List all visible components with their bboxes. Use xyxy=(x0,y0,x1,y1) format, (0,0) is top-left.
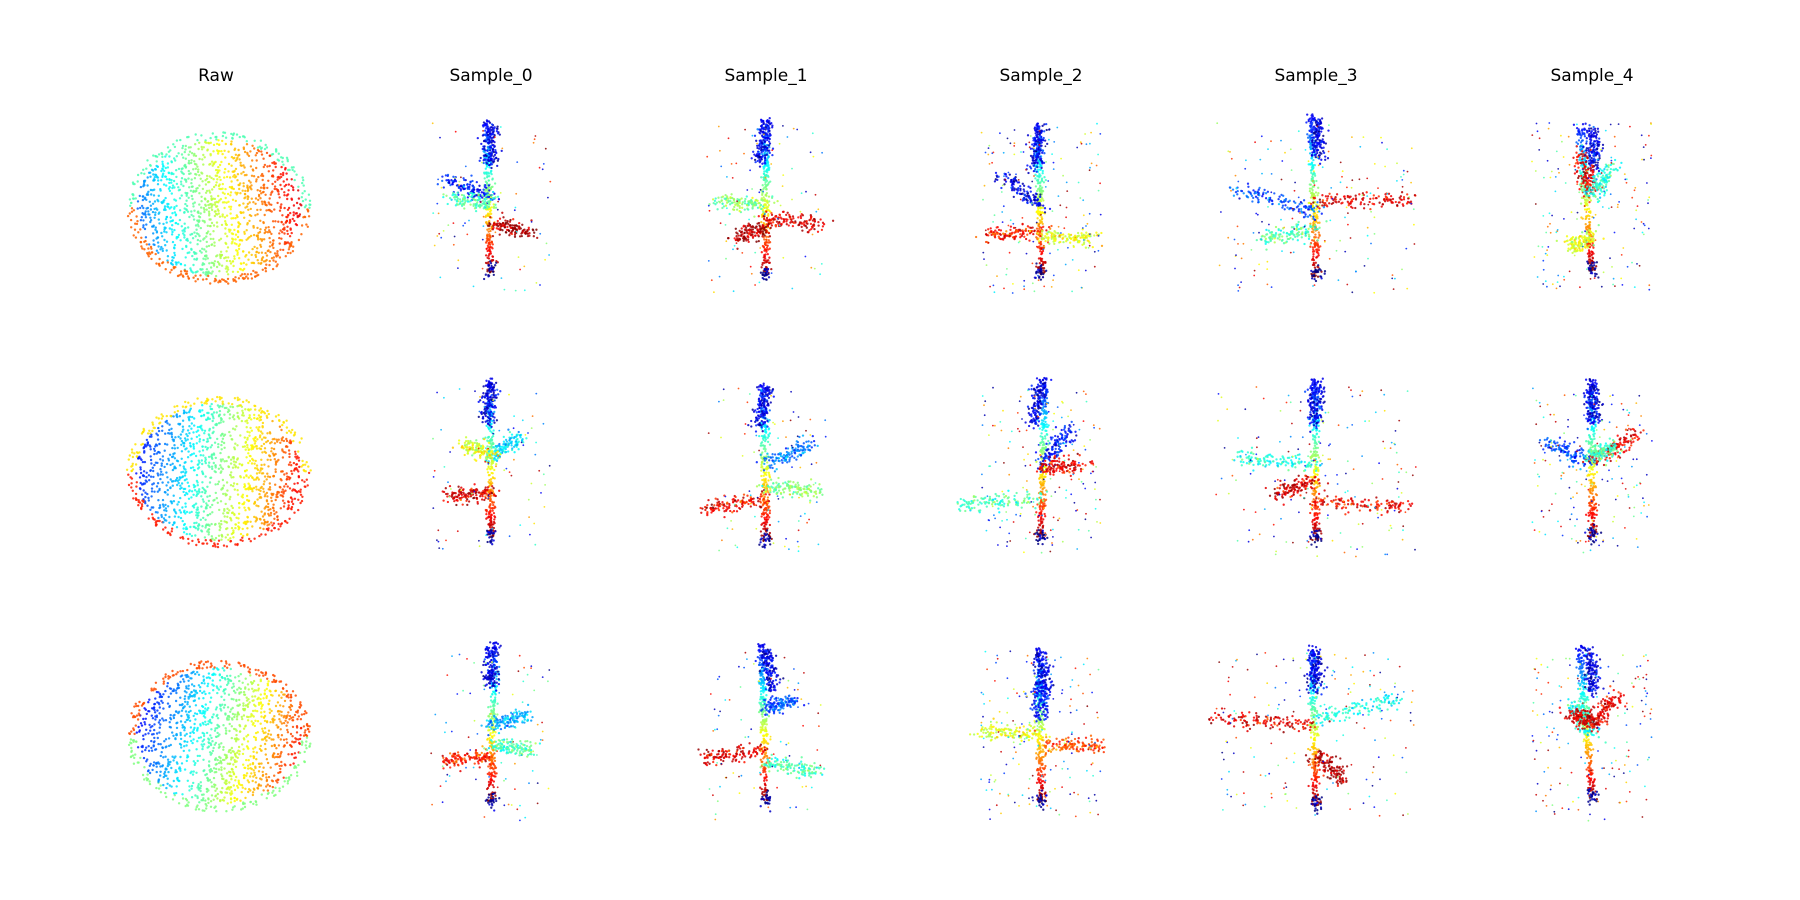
sample-4-cloud-row-2 xyxy=(1531,644,1653,822)
sample-1-cloud-row-0 xyxy=(706,117,835,294)
sample-3-cloud-row-1 xyxy=(1215,377,1417,558)
sample-0-cloud-row-1 xyxy=(432,377,551,550)
column-title-sample-2: Sample_2 xyxy=(999,66,1083,86)
raw-sphere-row-0 xyxy=(126,131,312,285)
sample-0-cloud-row-0 xyxy=(431,119,552,292)
column-title-sample-4: Sample_4 xyxy=(1550,66,1634,86)
raw-sphere-row-1 xyxy=(125,395,312,549)
sample-4-cloud-row-0 xyxy=(1531,122,1653,291)
sample-3-cloud-row-2 xyxy=(1208,644,1415,817)
sample-2-cloud-row-0 xyxy=(974,122,1104,294)
raw-sphere-row-2 xyxy=(127,659,312,813)
sample-2-cloud-row-2 xyxy=(968,647,1106,820)
sample-2-cloud-row-1 xyxy=(956,376,1102,554)
column-title-sample-3: Sample_3 xyxy=(1274,66,1358,86)
column-title-sample-1: Sample_1 xyxy=(724,66,808,86)
sample-3-cloud-row-0 xyxy=(1216,113,1417,294)
sample-0-cloud-row-2 xyxy=(430,641,551,822)
sample-1-cloud-row-1 xyxy=(699,382,827,553)
column-title-sample-0: Sample_0 xyxy=(449,66,533,86)
sample-4-cloud-row-1 xyxy=(1531,377,1653,554)
sample-1-cloud-row-2 xyxy=(697,642,826,821)
column-title-raw: Raw xyxy=(198,66,234,86)
